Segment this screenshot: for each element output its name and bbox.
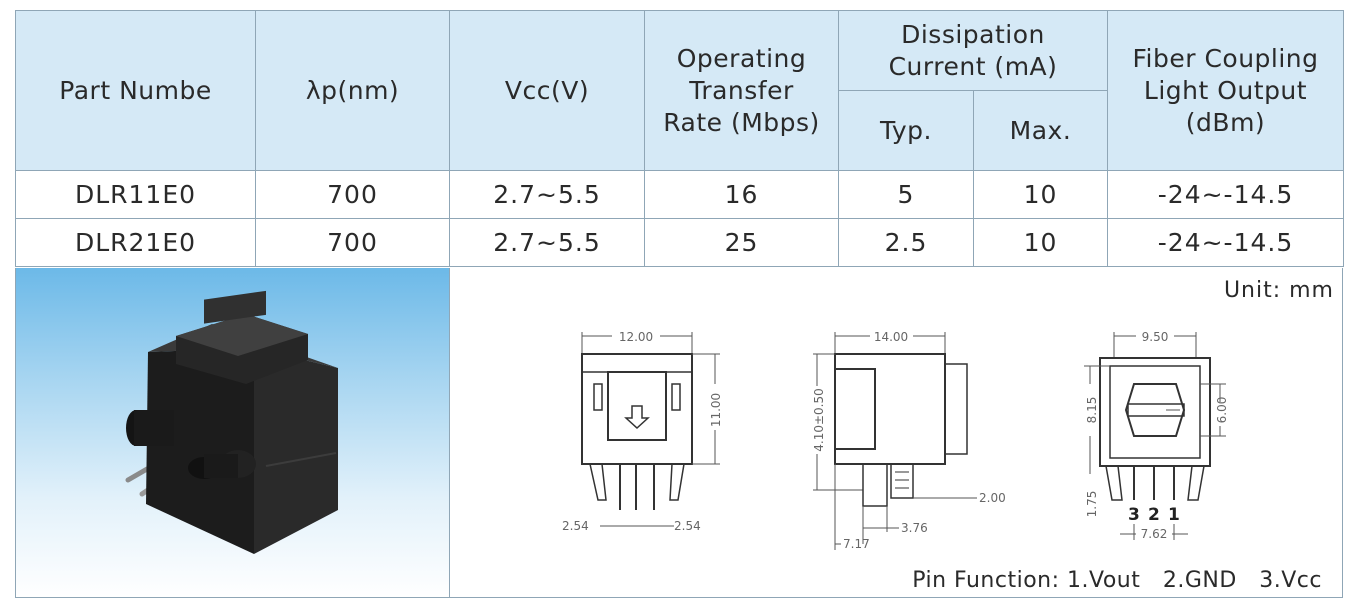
cell-lambda: 700 <box>255 170 450 219</box>
front-pitch-right-label: 2.54 <box>674 519 701 533</box>
cell-rate: 16 <box>644 170 839 219</box>
header-max: Max. <box>973 90 1108 171</box>
header-typ: Typ. <box>838 90 974 171</box>
front-pitch-left-label: 2.54 <box>562 519 589 533</box>
header-vcc: Vcc(V) <box>449 10 645 171</box>
cell-rate: 25 <box>644 218 839 267</box>
cell-typ: 2.5 <box>838 218 974 267</box>
side-pin-offset-label: 2.00 <box>979 491 1006 505</box>
side-view-drawing: 14.00 4.10±0.50 2.00 3.76 <box>812 330 1006 551</box>
optical-receiver-image <box>125 290 338 554</box>
header-wavelength: λp(nm) <box>255 10 450 171</box>
back-h1-label: 8.15 <box>1085 397 1099 424</box>
cell-part: DLR11E0 <box>15 170 256 219</box>
header-fiber-coupling: Fiber Coupling Light Output (dBm) <box>1107 10 1344 171</box>
spec-table: Part Numbe λp(nm) Vcc(V) Operating Trans… <box>15 10 1344 267</box>
front-view-drawing: 12.00 11.00 2.54 <box>562 330 723 533</box>
unit-label: Unit: mm <box>1223 278 1334 303</box>
cell-lambda: 700 <box>255 218 450 267</box>
cell-max: 10 <box>973 218 1108 267</box>
pin-number-1: 1 <box>1168 505 1180 525</box>
pin-number-3: 3 <box>1128 505 1140 525</box>
header-part-number: Part Numbe <box>15 10 256 171</box>
header-dissipation-current: Dissipation Current (mA) <box>838 10 1108 91</box>
cell-fiber: -24~-14.5 <box>1107 218 1344 267</box>
back-pitch-label: 7.62 <box>1141 527 1168 541</box>
cell-fiber: -24~-14.5 <box>1107 170 1344 219</box>
dimension-drawings: Unit: mm 12.00 11.00 <box>450 268 1342 597</box>
front-width-label: 12.00 <box>619 330 653 344</box>
side-width-label: 14.00 <box>874 330 908 344</box>
cell-part: DLR21E0 <box>15 218 256 267</box>
back-width-label: 9.50 <box>1142 330 1169 344</box>
cell-typ: 5 <box>838 170 974 219</box>
lower-panel: Unit: mm 12.00 11.00 <box>15 268 1343 598</box>
pin-function-text: Pin Function: 1.Vout 2.GND 3.Vcc <box>912 568 1322 593</box>
table-row: DLR21E0 700 2.7~5.5 25 2.5 10 -24~-14.5 <box>15 218 1344 267</box>
pin-number-2: 2 <box>1148 505 1160 525</box>
table-row: DLR11E0 700 2.7~5.5 16 5 10 -24~-14.5 <box>15 170 1344 219</box>
side-height-label: 4.10±0.50 <box>812 388 826 452</box>
front-height-label: 11.00 <box>709 393 723 427</box>
header-transfer-rate: Operating Transfer Rate (Mbps) <box>644 10 839 171</box>
back-pin-length-label: 1.75 <box>1085 491 1099 518</box>
cell-vcc: 2.7~5.5 <box>449 218 645 267</box>
side-d2-label: 7.17 <box>843 537 870 551</box>
product-photo <box>16 268 450 597</box>
side-d1-label: 3.76 <box>901 521 928 535</box>
datasheet: Part Numbe λp(nm) Vcc(V) Operating Trans… <box>15 10 1344 598</box>
cell-max: 10 <box>973 170 1108 219</box>
back-view-drawing: 9.50 8.15 6.00 3 <box>1084 330 1229 541</box>
back-h2-label: 6.00 <box>1215 397 1229 424</box>
cell-vcc: 2.7~5.5 <box>449 170 645 219</box>
